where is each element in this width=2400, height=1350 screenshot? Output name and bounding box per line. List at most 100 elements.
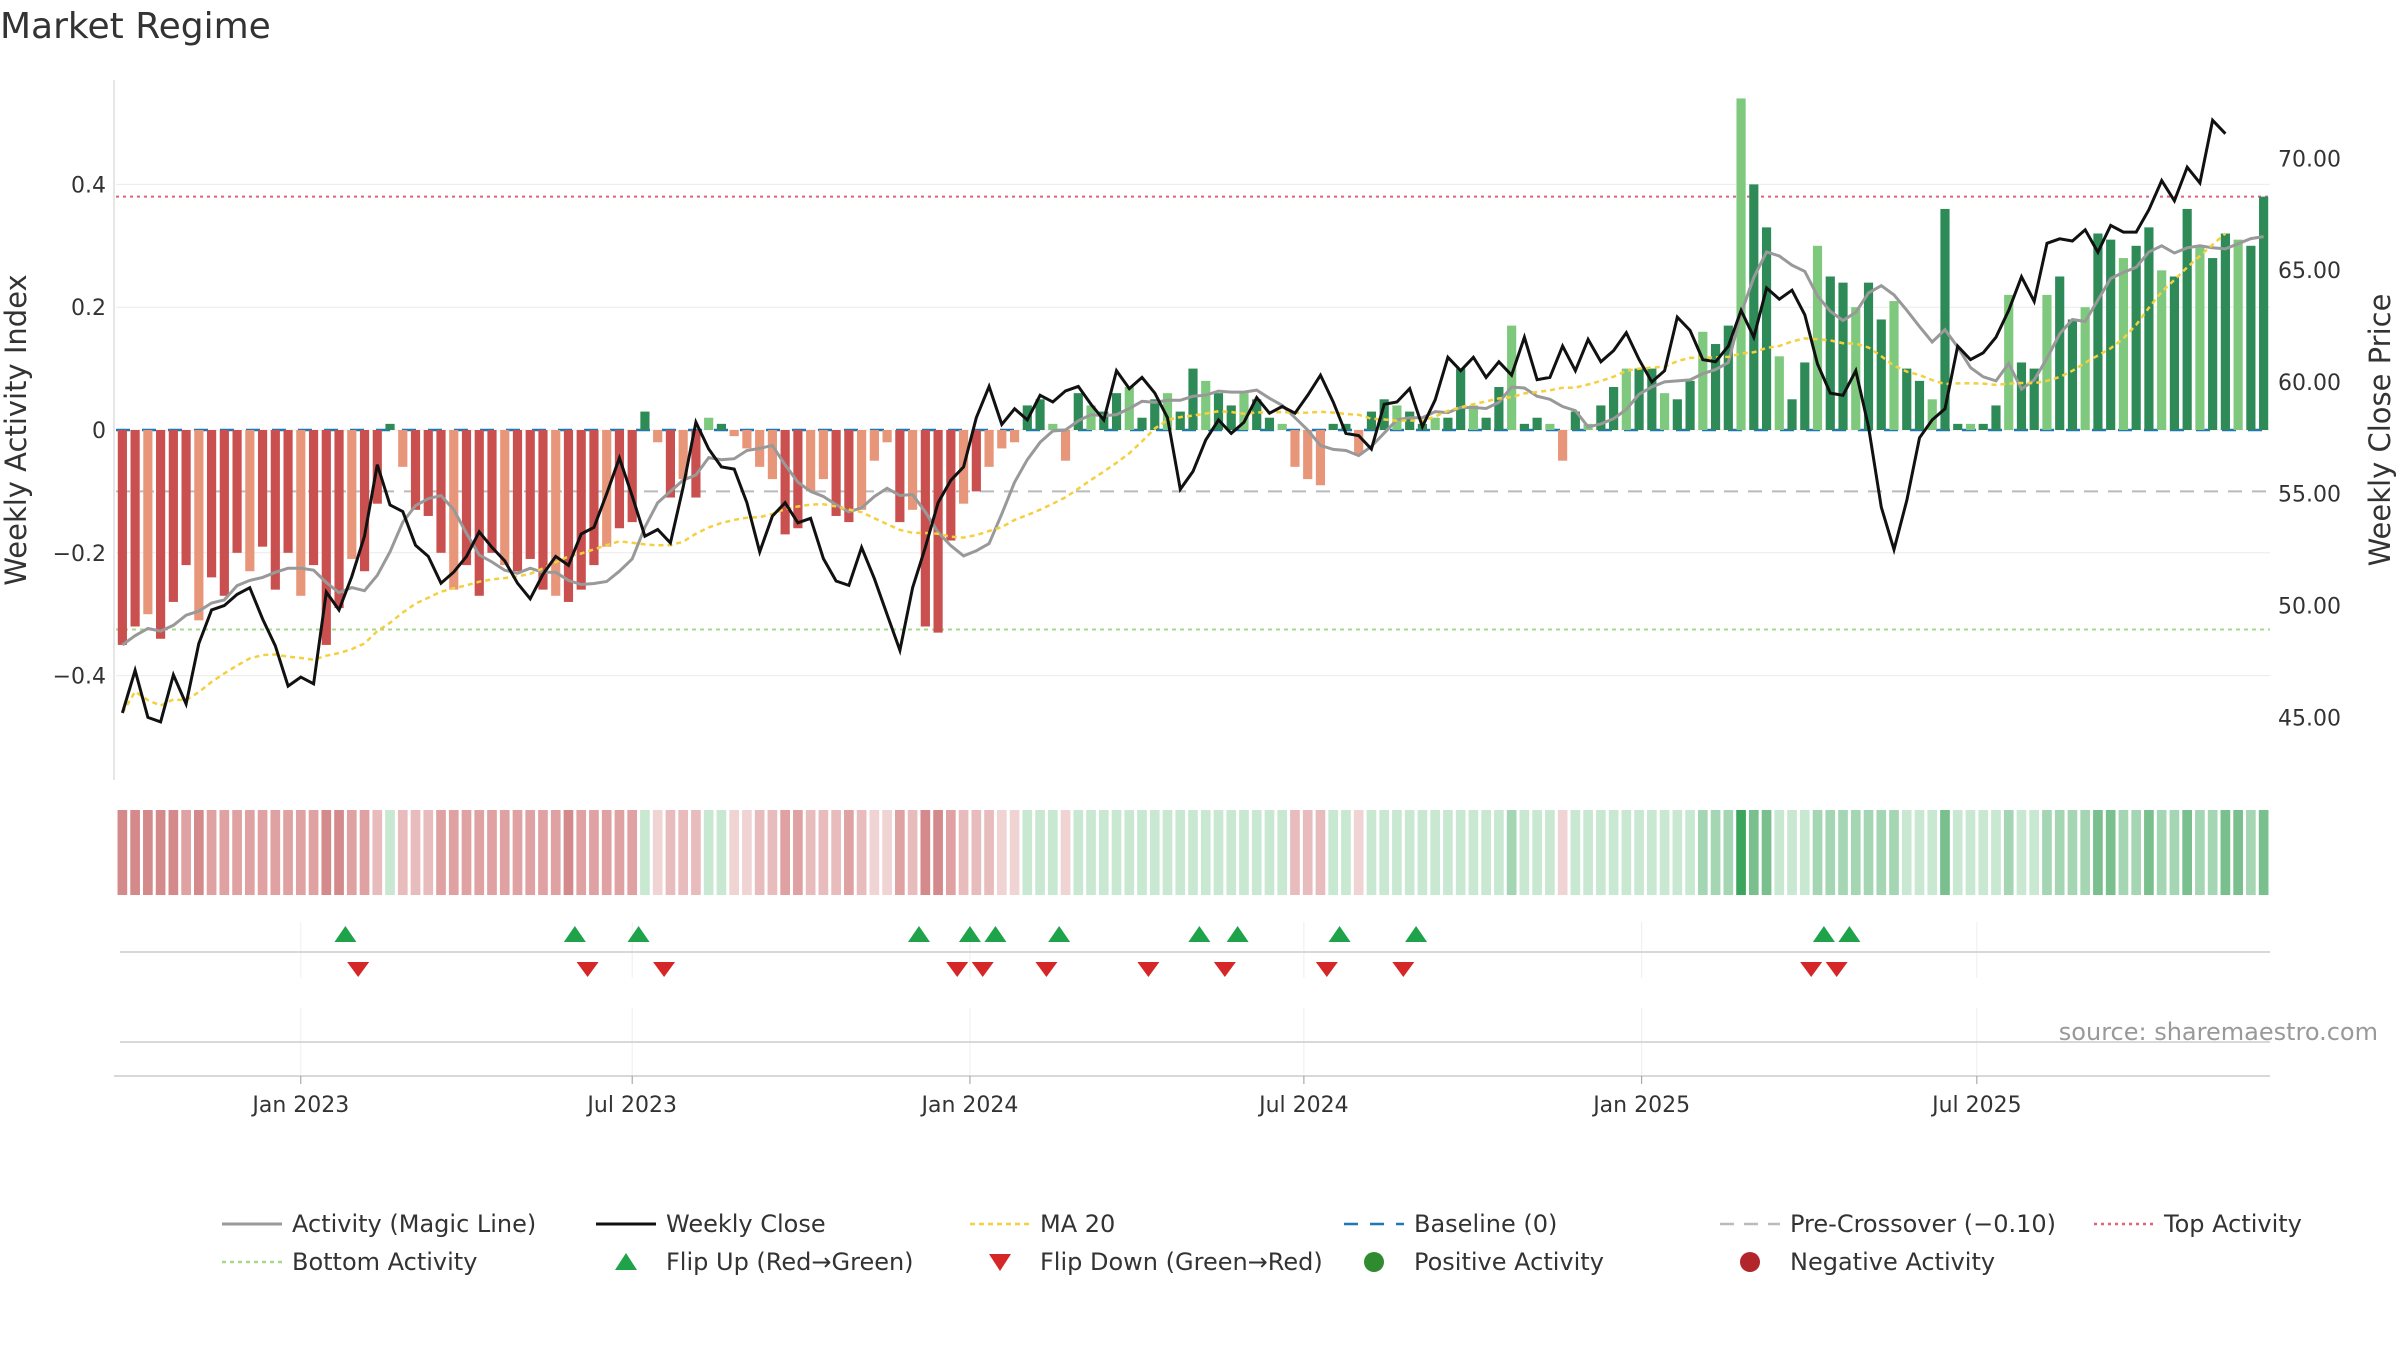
- x-tick-label: Jul 2023: [585, 1093, 677, 1118]
- heat-cell: [1646, 810, 1657, 895]
- heat-cell: [2093, 810, 2103, 895]
- heat-cell: [1239, 810, 1249, 895]
- heat-cell: [1060, 810, 1071, 895]
- heat-cell: [818, 810, 829, 895]
- activity-bar: [895, 430, 905, 523]
- legend-weekly-close-label: Weekly Close: [666, 1210, 826, 1238]
- y-tick-label: 0.4: [71, 173, 106, 198]
- activity-bar: [704, 417, 714, 430]
- activity-bar: [2182, 208, 2192, 430]
- heat-cell: [1086, 810, 1096, 895]
- flip-down-marker: [1392, 962, 1415, 977]
- heat-cell: [2195, 810, 2205, 895]
- flip-down-marker: [1213, 962, 1236, 977]
- activity-bar: [1366, 411, 1377, 430]
- heat-cell: [1506, 810, 1517, 895]
- heat-cell: [831, 810, 841, 895]
- heat-cell: [1583, 810, 1593, 895]
- activity-bar: [1596, 405, 1606, 430]
- heat-cell: [907, 810, 918, 895]
- activity-bar: [474, 430, 484, 596]
- heat-cell: [805, 810, 816, 895]
- heat-cell: [1991, 810, 2001, 895]
- heat-cell: [716, 810, 727, 895]
- heat-cell: [143, 810, 153, 895]
- heat-cell: [869, 810, 880, 895]
- activity-bar: [1111, 393, 1122, 430]
- heat-cell: [1353, 810, 1364, 895]
- heat-cell: [2144, 810, 2154, 895]
- heat-cell: [920, 810, 931, 895]
- activity-bar: [1889, 301, 1899, 430]
- activity-bar: [1749, 184, 1759, 430]
- activity-bar: [1609, 387, 1619, 430]
- activity-bar: [2080, 307, 2090, 430]
- heat-cell: [1251, 810, 1262, 895]
- heat-cell: [1213, 810, 1224, 895]
- activity-bar: [296, 430, 306, 596]
- y2-tick-label: 50.00: [2278, 595, 2341, 620]
- activity-bar: [207, 430, 217, 578]
- activity-bars: [117, 98, 2269, 645]
- activity-bar: [857, 430, 867, 510]
- heat-cell: [984, 810, 994, 895]
- legend: Activity (Magic Line) Weekly Close MA 20 Ba…: [222, 1210, 2302, 1276]
- activity-bar: [2195, 245, 2205, 430]
- activity-bar: [2144, 227, 2154, 430]
- heat-cell: [767, 810, 778, 895]
- heat-cell: [130, 810, 140, 895]
- left-axis: 0.4 0.2 0 −0.2 −0.4: [53, 80, 115, 780]
- activity-bar: [1838, 282, 1848, 430]
- y2-tick-label: 65.00: [2278, 259, 2341, 284]
- activity-bar: [1927, 399, 1937, 430]
- heat-cell: [1009, 810, 1020, 895]
- heat-cell: [1277, 810, 1288, 895]
- heat-cell: [1952, 810, 1963, 895]
- x-tick-label: Jan 2023: [250, 1093, 349, 1118]
- heat-cell: [2105, 810, 2116, 895]
- heat-cell: [1736, 810, 1746, 895]
- y2-axis-title: Weekly Close Price: [2363, 294, 2397, 567]
- activity-bar: [1290, 430, 1300, 467]
- activity-bar: [1507, 325, 1517, 430]
- heat-cell: [1825, 810, 1836, 895]
- activity-bar: [729, 430, 739, 437]
- heat-cell: [882, 810, 892, 895]
- activity-bar: [334, 430, 344, 609]
- flip-down-marker: [1315, 962, 1338, 977]
- heat-cell: [793, 810, 803, 895]
- heat-cell: [1137, 810, 1147, 895]
- activity-bar: [1073, 393, 1083, 430]
- heat-cell: [321, 810, 332, 895]
- activity-bar: [971, 430, 981, 492]
- activity-bar: [2029, 368, 2039, 430]
- activity-bar: [270, 430, 280, 590]
- flip-down-marker: [1035, 962, 1058, 977]
- legend-flip-up-swatch: [615, 1253, 637, 1270]
- heat-cell: [652, 810, 663, 895]
- activity-bar: [665, 430, 676, 498]
- activity-bar: [869, 430, 879, 461]
- flip-up-marker: [627, 926, 650, 942]
- heat-cell: [1710, 810, 1721, 895]
- heat-cell: [754, 810, 765, 895]
- heat-cell: [1685, 810, 1695, 895]
- activity-bar: [1201, 380, 1211, 430]
- activity-bar: [1494, 387, 1504, 430]
- activity-bar: [487, 430, 497, 553]
- heat-cell: [1443, 810, 1453, 895]
- activity-bar: [245, 430, 255, 572]
- activity-bar: [806, 430, 816, 492]
- activity-bar: [716, 423, 727, 430]
- legend-top-activity-label: Top Activity: [2163, 1210, 2302, 1238]
- activity-bar: [1659, 393, 1670, 430]
- flip-up-marker: [1405, 926, 1428, 942]
- activity-bar: [691, 430, 701, 498]
- activity-bar: [181, 430, 191, 566]
- heat-cell: [1302, 810, 1313, 895]
- activity-bar: [589, 430, 599, 566]
- heat-cell: [385, 810, 395, 895]
- heat-cell: [1379, 810, 1390, 895]
- heat-cell: [1328, 810, 1339, 895]
- heat-cell: [2169, 810, 2180, 895]
